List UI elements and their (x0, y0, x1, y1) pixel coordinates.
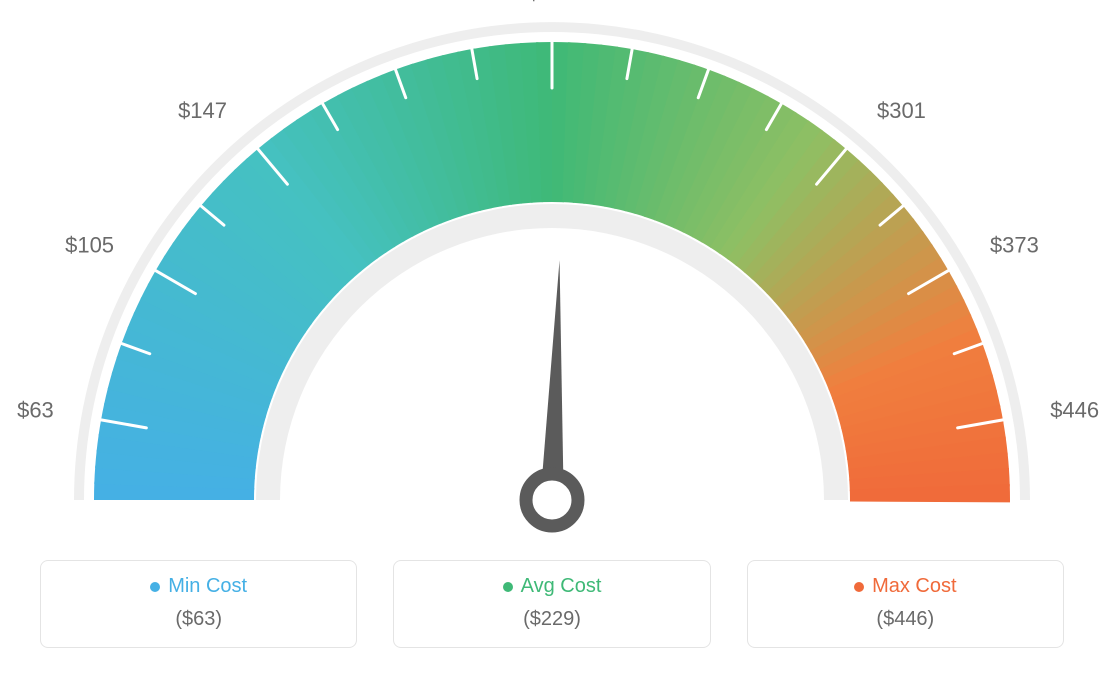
gauge-svg: $63 $105 $147 $229 $301 $373 $446 (0, 0, 1104, 560)
legend-card-min: Min Cost ($63) (40, 560, 357, 648)
cost-gauge: $63 $105 $147 $229 $301 $373 $446 (0, 0, 1104, 560)
gauge-needle (540, 260, 564, 502)
legend-title-min: Min Cost (150, 575, 247, 598)
legend-label-max: Max Cost (872, 575, 956, 598)
gauge-tick-label: $301 (877, 98, 926, 123)
legend-dot-avg (503, 582, 513, 592)
gauge-tick-label: $147 (178, 98, 227, 123)
legend-label-min: Min Cost (168, 575, 247, 598)
legend-dot-min (150, 582, 160, 592)
legend-value-avg: ($229) (404, 608, 699, 631)
gauge-tick-label: $229 (528, 0, 577, 5)
legend-value-min: ($63) (51, 608, 346, 631)
gauge-tick-label: $446 (1050, 397, 1099, 422)
legend-card-avg: Avg Cost ($229) (393, 560, 710, 648)
legend-label-avg: Avg Cost (521, 575, 602, 598)
legend-value-max: ($446) (758, 608, 1053, 631)
legend-dot-max (854, 582, 864, 592)
legend-row: Min Cost ($63) Avg Cost ($229) Max Cost … (0, 560, 1104, 668)
legend-title-avg: Avg Cost (503, 575, 602, 598)
gauge-tick-label: $63 (17, 397, 54, 422)
gauge-tick-label: $373 (990, 233, 1039, 258)
legend-card-max: Max Cost ($446) (747, 560, 1064, 648)
gauge-tick-label: $105 (65, 233, 114, 258)
gauge-needle-hub (526, 474, 578, 526)
legend-title-max: Max Cost (854, 575, 956, 598)
